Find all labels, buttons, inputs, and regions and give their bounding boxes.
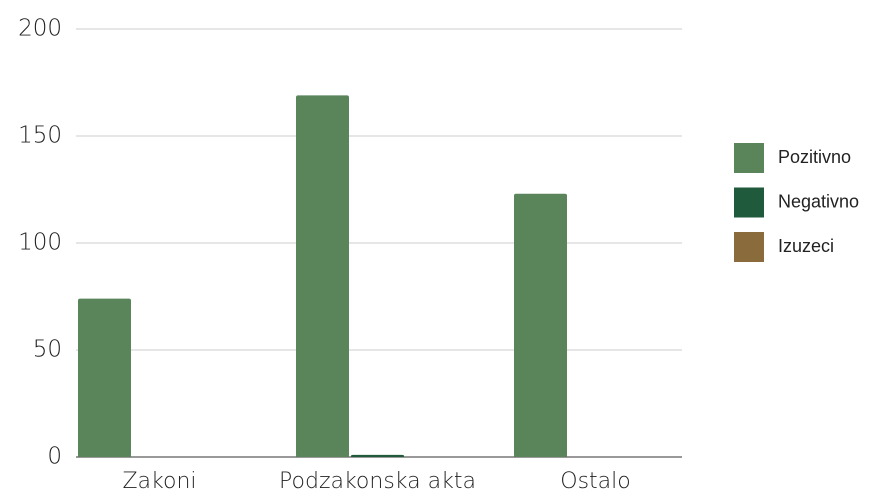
bar [78,298,131,457]
legend-swatch [734,232,764,262]
legend-swatch [734,187,764,218]
y-tick-label: 100 [18,230,62,256]
x-tick-label: Ostalo [560,469,630,493]
y-tick-label: 0 [47,444,62,470]
y-tick-label: 50 [33,337,62,363]
y-tick-label: 200 [18,16,62,42]
bar [514,193,567,457]
bar [351,454,404,457]
y-tick-label: 150 [18,123,62,149]
legend-label: Izuzeci [778,236,834,256]
x-tick-label: Podzakonska akta [279,469,476,493]
legend-label: Pozitivno [778,147,851,167]
legend-swatch [734,143,764,173]
bar [296,95,349,457]
legend-label: Negativno [778,191,859,211]
x-tick-label: Zakoni [122,469,196,493]
